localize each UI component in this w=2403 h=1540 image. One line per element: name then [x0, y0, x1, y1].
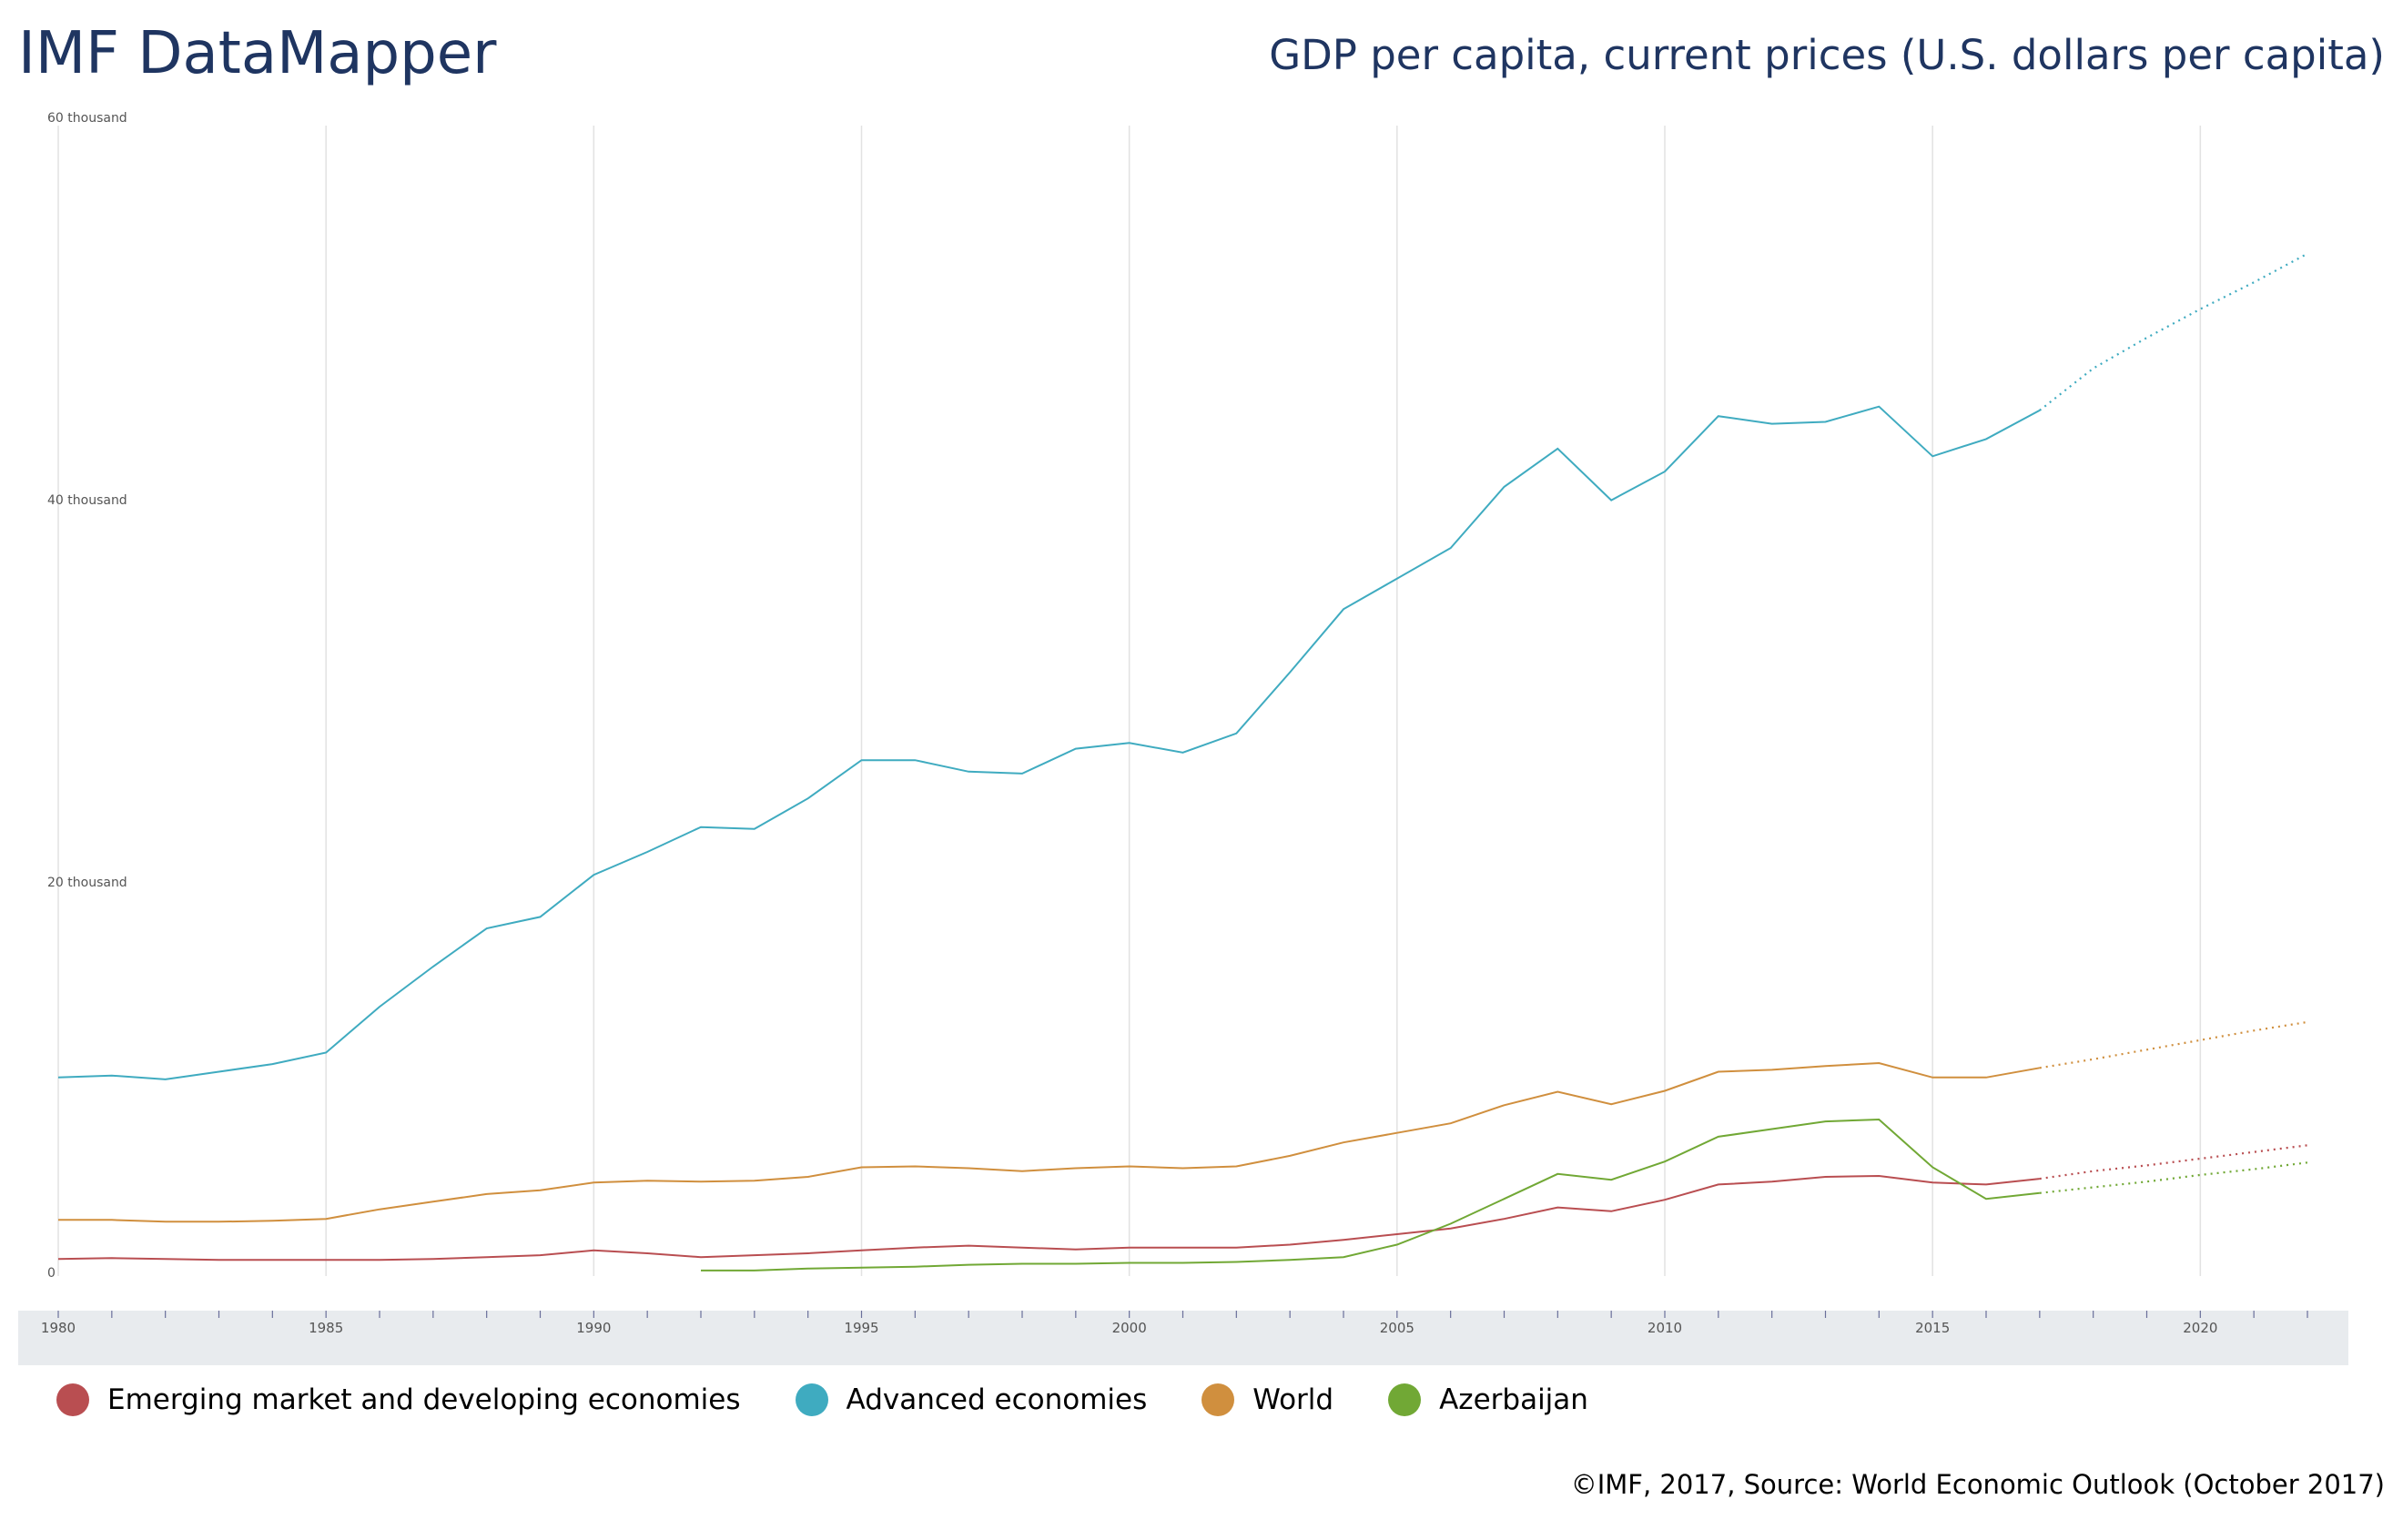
- x-tick-label: 1985: [309, 1320, 343, 1336]
- series-line: [701, 1118, 2040, 1272]
- legend-item[interactable]: Azerbaijan: [1388, 1383, 1588, 1416]
- x-tick-label: 2005: [1380, 1320, 1414, 1336]
- legend-label: Emerging market and developing economies: [107, 1383, 741, 1416]
- x-tick-label: 2010: [1648, 1320, 1682, 1336]
- x-tick-label: 1980: [41, 1320, 76, 1336]
- line-chart: 1980 1985 1990 1995 2000 2005 2010 2015 2020 0 20 …: [18, 111, 2348, 1365]
- series-line: [58, 1061, 2040, 1223]
- legend-dot-icon: [56, 1383, 89, 1416]
- legend-label: Azerbaijan: [1439, 1383, 1588, 1416]
- legend: Emerging market and developing economies…: [56, 1383, 1588, 1416]
- x-tick-label: 2000: [1112, 1320, 1147, 1336]
- series-line: [57, 1174, 2040, 1261]
- legend-item[interactable]: Advanced economies: [795, 1383, 1148, 1416]
- legend-item[interactable]: World: [1202, 1383, 1333, 1416]
- app-title: IMF DataMapper: [18, 20, 497, 87]
- y-tick-label: 40 thousand: [47, 493, 127, 508]
- x-axis-band: [18, 1311, 2348, 1365]
- x-tick-label: 2015: [1915, 1320, 1950, 1336]
- legend-dot-icon: [1202, 1383, 1235, 1416]
- source-note: ©IMF, 2017, Source: World Economic Outlo…: [1570, 1469, 2385, 1500]
- legend-dot-icon: [1388, 1383, 1422, 1416]
- series-forecast-line: [2039, 1020, 2308, 1069]
- legend-label: World: [1252, 1383, 1334, 1416]
- legend-dot-icon: [795, 1383, 828, 1416]
- x-tick-label: 1995: [844, 1320, 878, 1336]
- chart-title: GDP per capita, current prices (U.S. dol…: [1269, 31, 2385, 79]
- series-forecast-line: [2039, 1161, 2308, 1194]
- y-tick-label: 60 thousand: [47, 111, 127, 126]
- series-line: [57, 405, 2041, 1080]
- y-tick-label: 0: [47, 1266, 56, 1281]
- x-tick-label: 2020: [2183, 1320, 2217, 1336]
- legend-item[interactable]: Emerging market and developing economies: [56, 1383, 741, 1416]
- series-forecast-line: [2039, 252, 2308, 411]
- series-forecast-line: [2039, 1144, 2308, 1180]
- x-tick-label: 1990: [576, 1320, 611, 1336]
- legend-label: Advanced economies: [846, 1383, 1148, 1416]
- y-tick-label: 20 thousand: [47, 876, 127, 890]
